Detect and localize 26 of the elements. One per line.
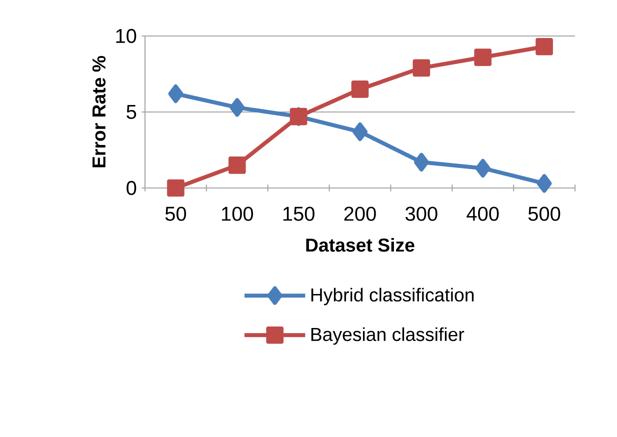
point <box>228 156 246 174</box>
point <box>414 152 429 172</box>
point <box>352 122 368 142</box>
y-tick-label: 5 <box>126 105 136 119</box>
x-tick-label: 300 <box>405 206 438 221</box>
legend-label: Bayesian classifier <box>311 327 464 345</box>
point <box>168 84 184 104</box>
point <box>230 98 245 117</box>
point <box>351 80 369 98</box>
x-tick-label: 100 <box>222 206 254 221</box>
x-tick-label: 500 <box>528 206 560 221</box>
point <box>474 48 492 66</box>
x-tick-label: 150 <box>283 206 314 221</box>
point <box>536 174 552 193</box>
x-axis-title: Dataset Size <box>306 238 414 252</box>
y-tick-label: 0 <box>126 180 136 196</box>
point <box>167 179 184 197</box>
x-tick-label: 200 <box>344 206 376 221</box>
point <box>412 59 430 77</box>
y-tick-label: 10 <box>116 28 136 44</box>
point <box>475 158 490 178</box>
x-tick-label: 50 <box>165 206 186 221</box>
x-tick-label: 400 <box>466 206 499 221</box>
y-axis-title: Error Rate % <box>92 56 106 168</box>
legend-label: Hybrid classification <box>311 288 474 306</box>
point <box>536 38 553 56</box>
